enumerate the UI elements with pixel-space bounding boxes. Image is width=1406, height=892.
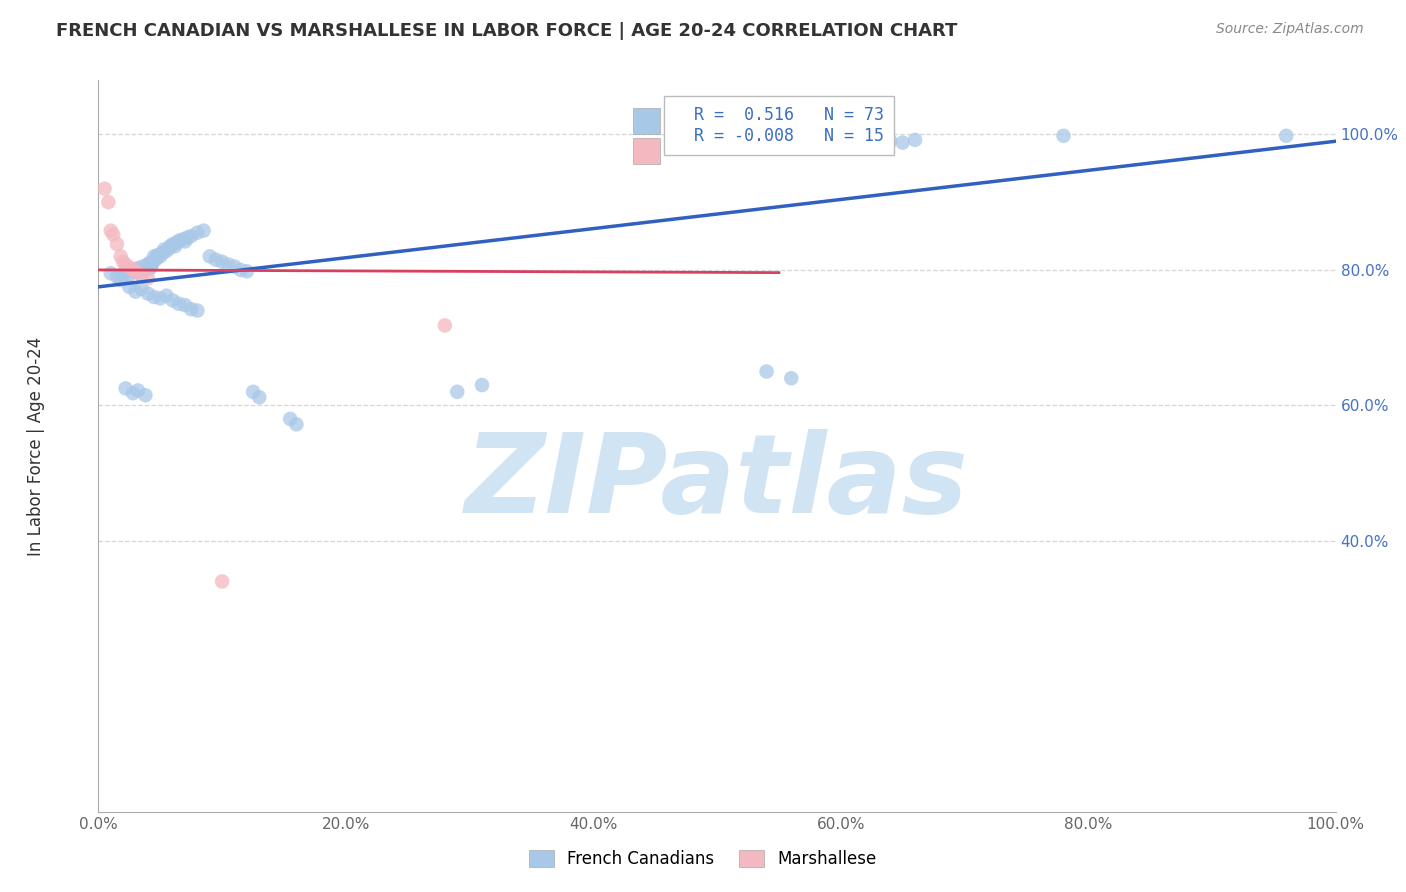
Point — [110, 249, 132, 263]
Point — [110, 273, 132, 287]
Point — [118, 260, 141, 275]
Point — [124, 264, 146, 278]
Point — [174, 235, 197, 249]
Point — [103, 227, 125, 242]
Point — [211, 574, 233, 589]
Point — [879, 134, 901, 148]
Point — [134, 263, 156, 277]
Point — [149, 291, 172, 305]
Point — [217, 258, 239, 272]
Point — [205, 252, 228, 267]
Point — [904, 133, 927, 147]
Point — [114, 258, 136, 272]
Point — [157, 241, 180, 255]
Point — [136, 258, 159, 272]
Point — [780, 371, 803, 385]
Point — [278, 412, 301, 426]
Legend: French Canadians, Marshallese: French Canadians, Marshallese — [522, 843, 884, 875]
Point — [755, 364, 778, 378]
Point — [122, 386, 145, 401]
Point — [176, 230, 198, 244]
Point — [186, 303, 208, 318]
Point — [134, 388, 156, 402]
FancyBboxPatch shape — [633, 108, 661, 135]
Point — [180, 302, 202, 317]
Point — [165, 235, 187, 250]
Point — [143, 252, 166, 267]
Point — [124, 262, 146, 277]
Point — [122, 264, 145, 278]
Point — [193, 224, 215, 238]
Point — [285, 417, 308, 432]
Point — [112, 268, 135, 283]
Point — [152, 246, 174, 260]
Point — [891, 136, 914, 150]
Point — [162, 237, 184, 252]
Point — [165, 239, 187, 253]
Point — [155, 244, 177, 258]
Point — [174, 298, 197, 312]
Point — [162, 293, 184, 308]
Point — [143, 249, 166, 263]
Point — [138, 256, 160, 270]
Point — [224, 260, 246, 274]
Point — [97, 195, 120, 210]
Point — [93, 181, 115, 195]
Point — [167, 297, 190, 311]
Point — [132, 260, 155, 274]
Point — [236, 264, 259, 278]
Point — [118, 268, 141, 282]
Y-axis label: In Labor Force | Age 20-24: In Labor Force | Age 20-24 — [27, 336, 45, 556]
Point — [211, 254, 233, 268]
Point — [153, 243, 176, 257]
Point — [180, 229, 202, 244]
Point — [229, 263, 252, 277]
Text: ZIPatlas: ZIPatlas — [465, 429, 969, 536]
Point — [146, 248, 169, 262]
Point — [242, 384, 264, 399]
Point — [131, 264, 153, 278]
Point — [186, 226, 208, 240]
Point — [198, 249, 221, 263]
Point — [100, 224, 122, 238]
Point — [136, 271, 159, 285]
Point — [1275, 128, 1298, 143]
Point — [127, 384, 149, 398]
Point — [128, 260, 150, 275]
Point — [155, 288, 177, 302]
Point — [131, 282, 153, 296]
Point — [127, 266, 149, 280]
Point — [247, 390, 270, 404]
Point — [142, 254, 165, 268]
Point — [172, 232, 194, 246]
Point — [1052, 128, 1074, 143]
Point — [124, 285, 146, 299]
Point — [136, 286, 159, 301]
Point — [112, 254, 135, 268]
Point — [122, 263, 145, 277]
Point — [159, 239, 181, 253]
Point — [100, 266, 122, 280]
Point — [149, 249, 172, 263]
Point — [105, 237, 128, 252]
Point — [471, 378, 494, 392]
Point — [145, 251, 167, 265]
Point — [105, 269, 128, 284]
Point — [118, 280, 141, 294]
Text: R =  0.516   N = 73
  R = -0.008   N = 15: R = 0.516 N = 73 R = -0.008 N = 15 — [673, 106, 884, 145]
Point — [446, 384, 468, 399]
Point — [167, 234, 190, 248]
Point — [114, 381, 136, 395]
Point — [433, 318, 456, 333]
Point — [143, 290, 166, 304]
Point — [139, 260, 162, 275]
Text: Source: ZipAtlas.com: Source: ZipAtlas.com — [1216, 22, 1364, 37]
Point — [141, 259, 163, 273]
Text: FRENCH CANADIAN VS MARSHALLESE IN LABOR FORCE | AGE 20-24 CORRELATION CHART: FRENCH CANADIAN VS MARSHALLESE IN LABOR … — [56, 22, 957, 40]
Point — [114, 263, 136, 277]
FancyBboxPatch shape — [633, 138, 661, 164]
Point — [131, 268, 153, 283]
